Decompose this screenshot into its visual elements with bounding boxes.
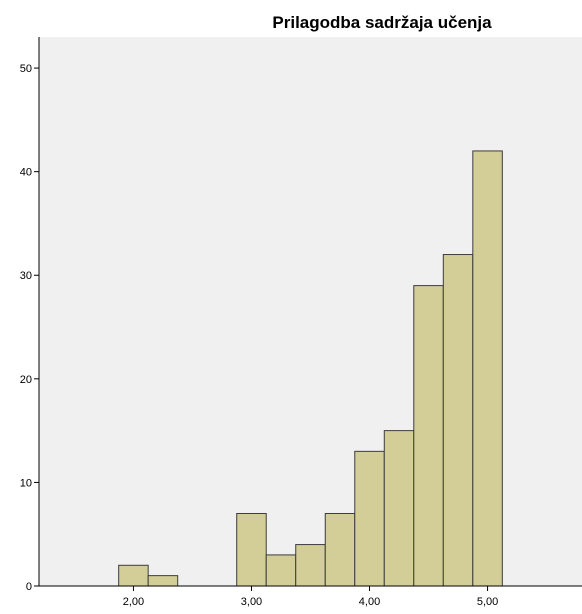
y-tick-label: 20 [20, 374, 32, 386]
histogram-bar-7 [383, 430, 415, 587]
y-tick-label: 10 [20, 477, 32, 489]
histogram-bar-0 [118, 564, 149, 587]
histogram-bar-2 [236, 512, 267, 587]
histogram-bar-10 [472, 150, 503, 587]
y-tick-label: 40 [20, 167, 32, 179]
histogram-bar-8 [413, 285, 444, 587]
histogram-bar-6 [354, 450, 385, 587]
y-tick-label: 0 [26, 581, 32, 593]
y-tick-label: 30 [20, 270, 32, 282]
x-tick-label: 3,00 [241, 596, 262, 608]
histogram-bar-1 [147, 575, 179, 587]
x-tick-label: 4,00 [359, 596, 380, 608]
x-tick-label: 2,00 [123, 596, 144, 608]
histogram-bar-5 [324, 512, 356, 587]
x-axis-ticks: 2,00 3,00 4,00 5,00 [123, 586, 498, 608]
x-tick-label: 5,00 [477, 596, 498, 608]
histogram-bar-3 [265, 554, 297, 587]
histogram-bar-4 [295, 544, 326, 587]
y-axis-ticks: 0 10 20 30 40 50 [20, 63, 39, 593]
histogram-bar-9 [442, 254, 474, 587]
y-tick-label: 50 [20, 63, 32, 75]
chart-title: Prilagodba sadržaja učenja [272, 13, 492, 32]
